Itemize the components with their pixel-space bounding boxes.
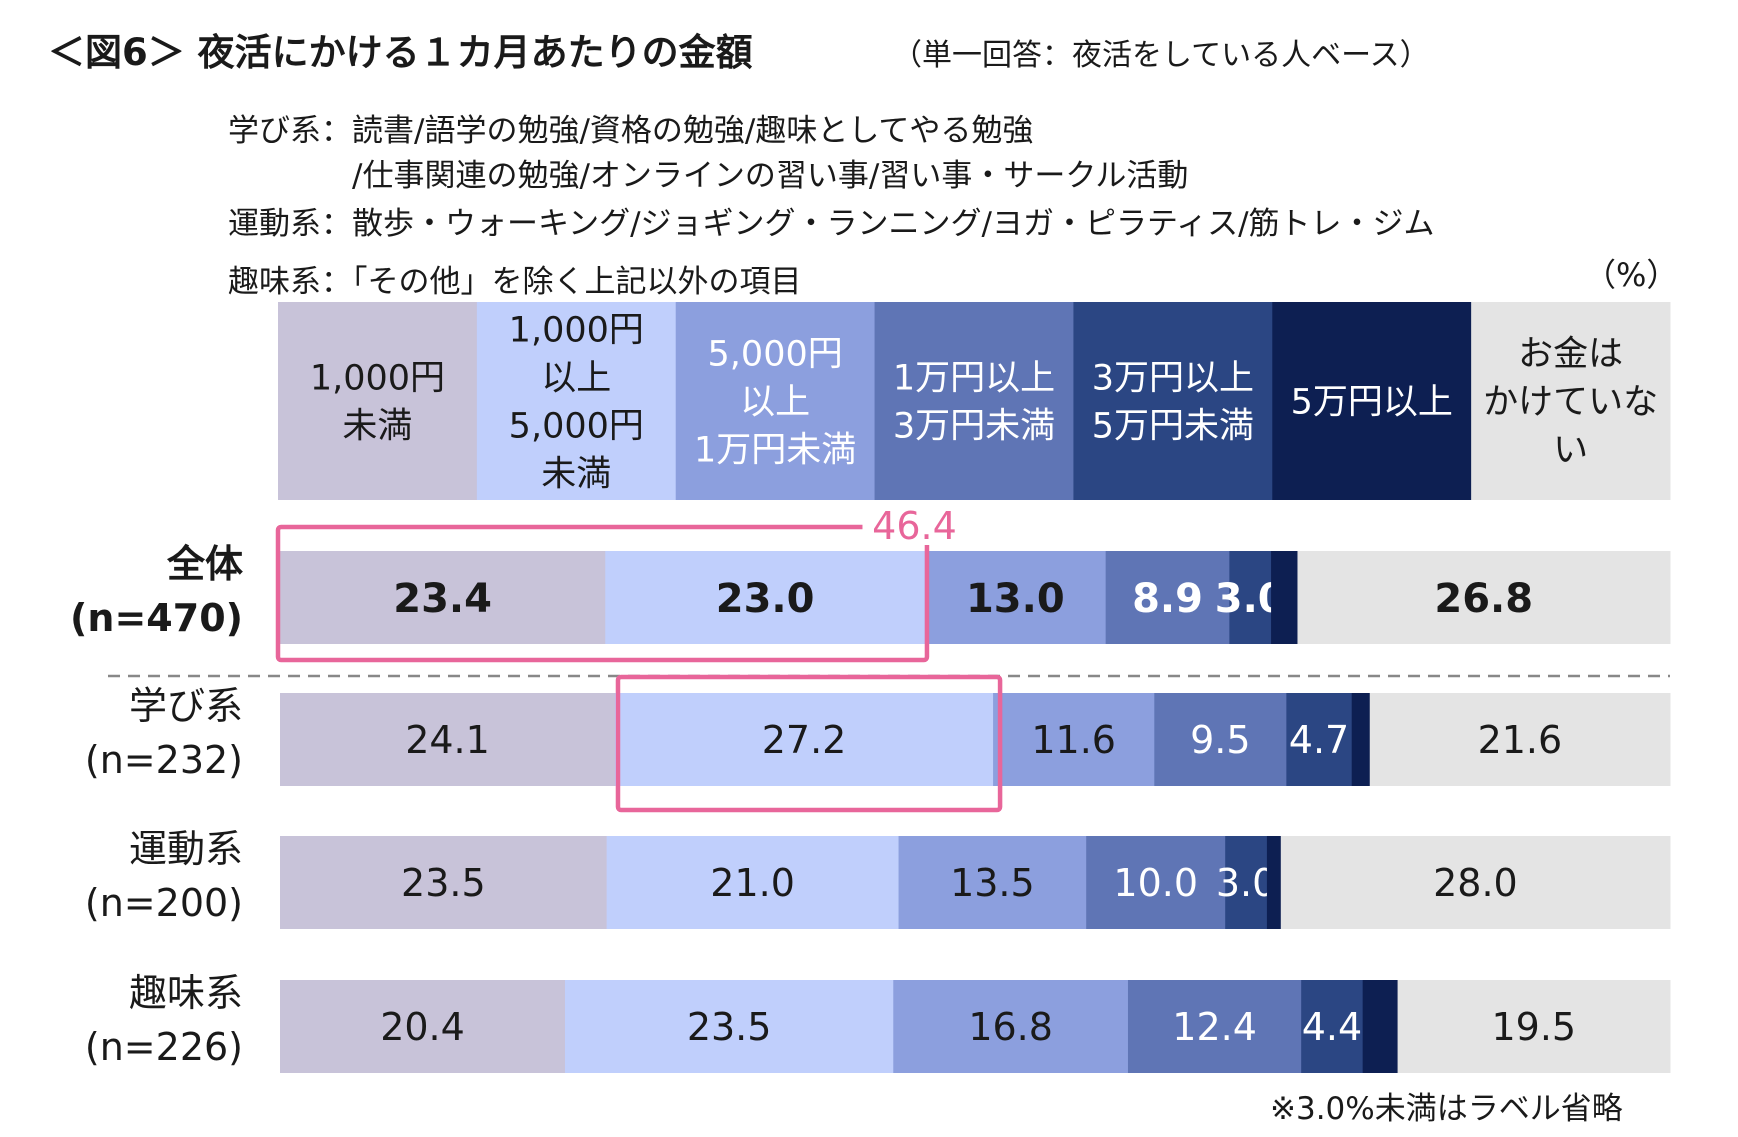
definition-line: 学び系：読書/語学の勉強/資格の勉強/趣味としてやる勉強 <box>228 113 1034 149</box>
legend-label: 5,000円以上 1万円未満 <box>694 335 856 471</box>
data-label: 12.4 <box>1172 1005 1257 1049</box>
legend-swatch <box>1073 302 1273 500</box>
bar-segment <box>1266 836 1282 929</box>
data-label: 21.6 <box>1478 718 1563 762</box>
data-label: 9.5 <box>1190 718 1250 762</box>
bar-segment <box>1271 551 1298 644</box>
legend-swatch <box>476 302 677 500</box>
unit-label: （%） <box>1584 256 1679 294</box>
data-label: 23.0 <box>716 576 815 622</box>
row-n-label: (n=232) <box>85 738 243 782</box>
legend-label: お金はかけていない <box>1483 335 1658 471</box>
bar-segment <box>606 836 900 929</box>
row-n-label: (n=200) <box>85 881 243 925</box>
definition-line: /仕事関連の勉強/オンラインの習い事/習い事・サークル活動 <box>352 158 1189 194</box>
data-label: 16.8 <box>968 1005 1053 1049</box>
bar-segment <box>1127 980 1302 1073</box>
bar-segment <box>280 551 606 644</box>
bar-segment <box>1229 551 1272 644</box>
bar-segment <box>924 551 1107 644</box>
bar-segment <box>893 980 1129 1073</box>
bar-segment <box>280 693 616 786</box>
data-label: 3.0 <box>1216 861 1276 905</box>
legend-swatch <box>874 302 1074 500</box>
data-label: 26.8 <box>1434 576 1533 622</box>
bar-segment <box>280 980 566 1073</box>
annotation-label: 46.4 <box>872 504 957 548</box>
data-label: 20.4 <box>380 1005 465 1049</box>
bar-segment <box>1086 836 1226 929</box>
legend-swatch <box>675 302 876 500</box>
data-label: 23.5 <box>401 861 486 905</box>
data-label: 4.4 <box>1302 1005 1362 1049</box>
legend-label: 5万円以上 <box>1291 383 1453 423</box>
highlight-box <box>275 524 930 663</box>
data-label: 19.5 <box>1491 1005 1576 1049</box>
row-n-label: (n=226) <box>85 1025 243 1069</box>
bar-segment <box>1362 980 1399 1073</box>
row-n-label: (n=470) <box>70 596 243 640</box>
bar-segment <box>1286 693 1353 786</box>
highlight-box <box>615 674 1003 813</box>
bar-segment <box>1225 836 1268 929</box>
bar-segment <box>993 693 1155 786</box>
legend-label: 1,000円未満 <box>310 359 445 447</box>
legend-label: 1,000円以上 5,000円未満 <box>509 311 644 495</box>
data-label: 8.9 <box>1132 576 1203 622</box>
footnote: ※3.0%未満はラベル省略 <box>1270 1091 1623 1127</box>
data-label: 11.6 <box>1031 718 1116 762</box>
data-label: 28.0 <box>1433 861 1518 905</box>
data-label: 10.0 <box>1113 861 1198 905</box>
bar-segment <box>614 693 994 786</box>
data-label: 21.0 <box>710 861 795 905</box>
bar-segment <box>898 836 1087 929</box>
definition-line: 運動系：散歩・ウォーキング/ジョギング・ランニング/ヨガ・ピラティス/筋トレ・ジ… <box>228 206 1435 242</box>
legend-swatch <box>1471 302 1671 500</box>
data-label: 13.5 <box>950 861 1035 905</box>
bar-segment <box>1280 836 1671 929</box>
bar-segment <box>1397 980 1671 1073</box>
bar-segment <box>564 980 894 1073</box>
legend-swatch <box>278 302 478 500</box>
data-label: 13.0 <box>966 576 1065 622</box>
bar-segment <box>1297 551 1671 644</box>
data-label: 23.5 <box>687 1005 772 1049</box>
legend-swatch <box>1272 302 1472 500</box>
row-label: 全体 <box>166 542 243 586</box>
bar-segment <box>605 551 926 644</box>
bar-segment <box>1301 980 1364 1073</box>
legend-label: 3万円以上 5万円未満 <box>1092 359 1254 447</box>
data-label: 4.7 <box>1289 718 1349 762</box>
bar-segment <box>1351 693 1371 786</box>
data-label: 27.2 <box>762 718 847 762</box>
annotation-background <box>862 507 967 545</box>
bar-segment <box>1369 693 1671 786</box>
bar-segment <box>1154 693 1287 786</box>
legend-label: 1万円以上 3万円未満 <box>893 359 1055 447</box>
bar-segment <box>1105 551 1230 644</box>
chart-title: ＜図6＞ 夜活にかける１カ月あたりの金額 <box>48 31 753 74</box>
row-label: 運動系 <box>129 827 243 871</box>
chart-subtitle: （単一回答：夜活をしている人ベース） <box>892 38 1430 73</box>
bar-segment <box>280 836 608 929</box>
row-label: 趣味系 <box>129 971 243 1015</box>
definition-line: 趣味系：「その他」を除く上記以外の項目 <box>228 264 802 300</box>
data-label: 23.4 <box>393 576 492 622</box>
data-label: 24.1 <box>405 718 490 762</box>
row-label: 学び系 <box>129 684 243 728</box>
